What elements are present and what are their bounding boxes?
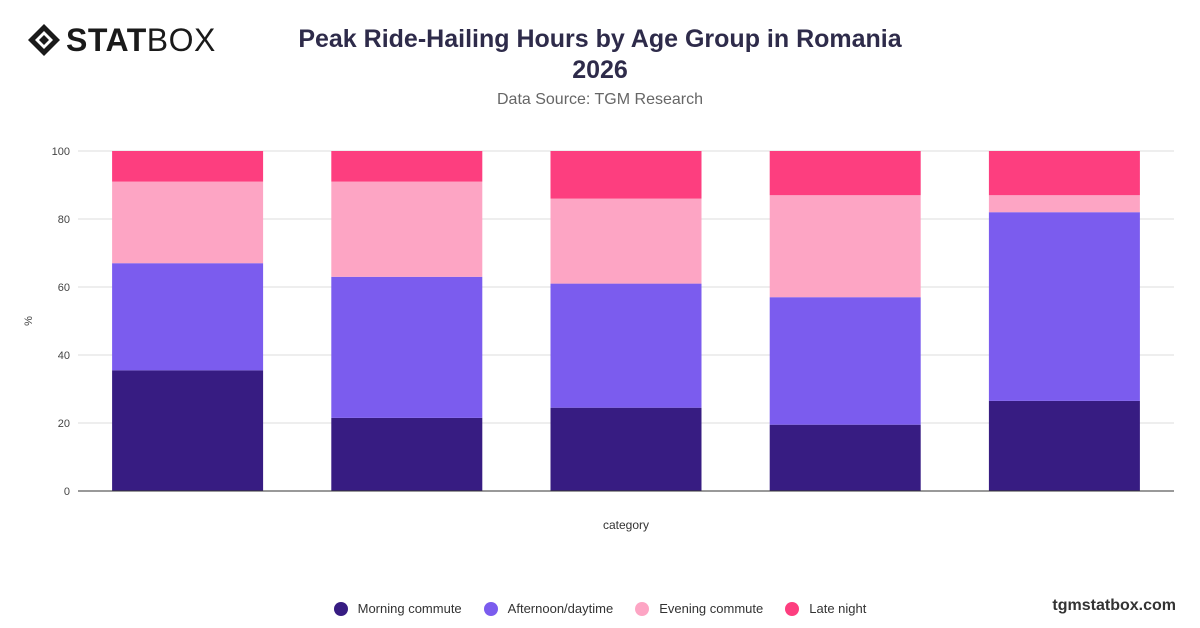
y-tick-label: 0 <box>64 486 70 498</box>
bar-segment <box>331 151 483 182</box>
chart-title: Peak Ride-Hailing Hours by Age Group in … <box>250 24 950 86</box>
y-tick-label: 80 <box>58 214 70 226</box>
bar-segment <box>769 424 921 491</box>
legend-swatch <box>333 601 348 616</box>
bar-segment <box>112 181 264 264</box>
bars <box>112 151 1140 491</box>
bar-segment <box>988 195 1140 213</box>
legend-swatch <box>483 601 498 616</box>
legend-swatch <box>785 601 800 616</box>
bar-segment <box>550 198 702 284</box>
y-tick-label: 40 <box>58 350 70 362</box>
bar-segment <box>112 370 264 491</box>
axes: 0 20 40 60 80 100% category <box>23 146 1174 532</box>
statbox-logo: STATBOX <box>26 22 216 58</box>
legend-item[interactable]: Late night <box>785 601 866 616</box>
legend-swatch <box>635 601 650 616</box>
legend-label: Evening commute <box>659 601 764 616</box>
stacked-bar-chart: 0 20 40 60 80 100% category <box>23 146 1174 532</box>
bar-segment <box>769 297 921 425</box>
footer-site[interactable]: tgmstatbox.com <box>1052 597 1176 614</box>
legend-item[interactable]: Evening commute <box>635 601 763 616</box>
y-tick-label: 100 <box>52 146 70 158</box>
bar-segment <box>769 151 921 196</box>
bar-segment <box>331 276 483 418</box>
bar-segment <box>112 151 264 182</box>
bar-segment <box>988 212 1140 401</box>
logo-text-bold: STAT <box>66 22 147 58</box>
bar-segment <box>988 151 1140 196</box>
x-axis-label: category <box>603 518 649 532</box>
bar-segment <box>550 407 702 491</box>
legend-label: Afternoon/daytime <box>507 601 614 616</box>
bar-segment <box>550 283 702 408</box>
bar-segment <box>331 181 483 277</box>
chart-title-line-2: 2026 <box>572 56 628 84</box>
bar-segment <box>112 263 264 371</box>
diamond-logo-icon <box>28 24 60 56</box>
chart-subtitle: Data Source: TGM Research <box>496 91 703 108</box>
y-tick-label: 60 <box>58 282 70 294</box>
legend-label: Morning commute <box>357 601 462 616</box>
bar-segment <box>331 417 483 491</box>
logo-text: STATBOX <box>66 22 216 58</box>
bar-segment <box>550 151 702 199</box>
legend-item[interactable]: Morning commute <box>333 601 462 616</box>
logo-text-light: BOX <box>146 22 216 58</box>
bar-segment <box>769 195 921 298</box>
legend: Morning commute Afternoon/daytime Evening … <box>0 601 1200 616</box>
legend-item[interactable]: Afternoon/daytime <box>483 601 614 616</box>
y-axis-label: % <box>23 316 35 326</box>
y-tick-label: 20 <box>58 418 70 430</box>
legend-label: Late night <box>809 601 867 616</box>
bar-segment <box>988 400 1140 491</box>
chart-title-line-1: Peak Ride-Hailing Hours by Age Group in … <box>298 25 902 53</box>
